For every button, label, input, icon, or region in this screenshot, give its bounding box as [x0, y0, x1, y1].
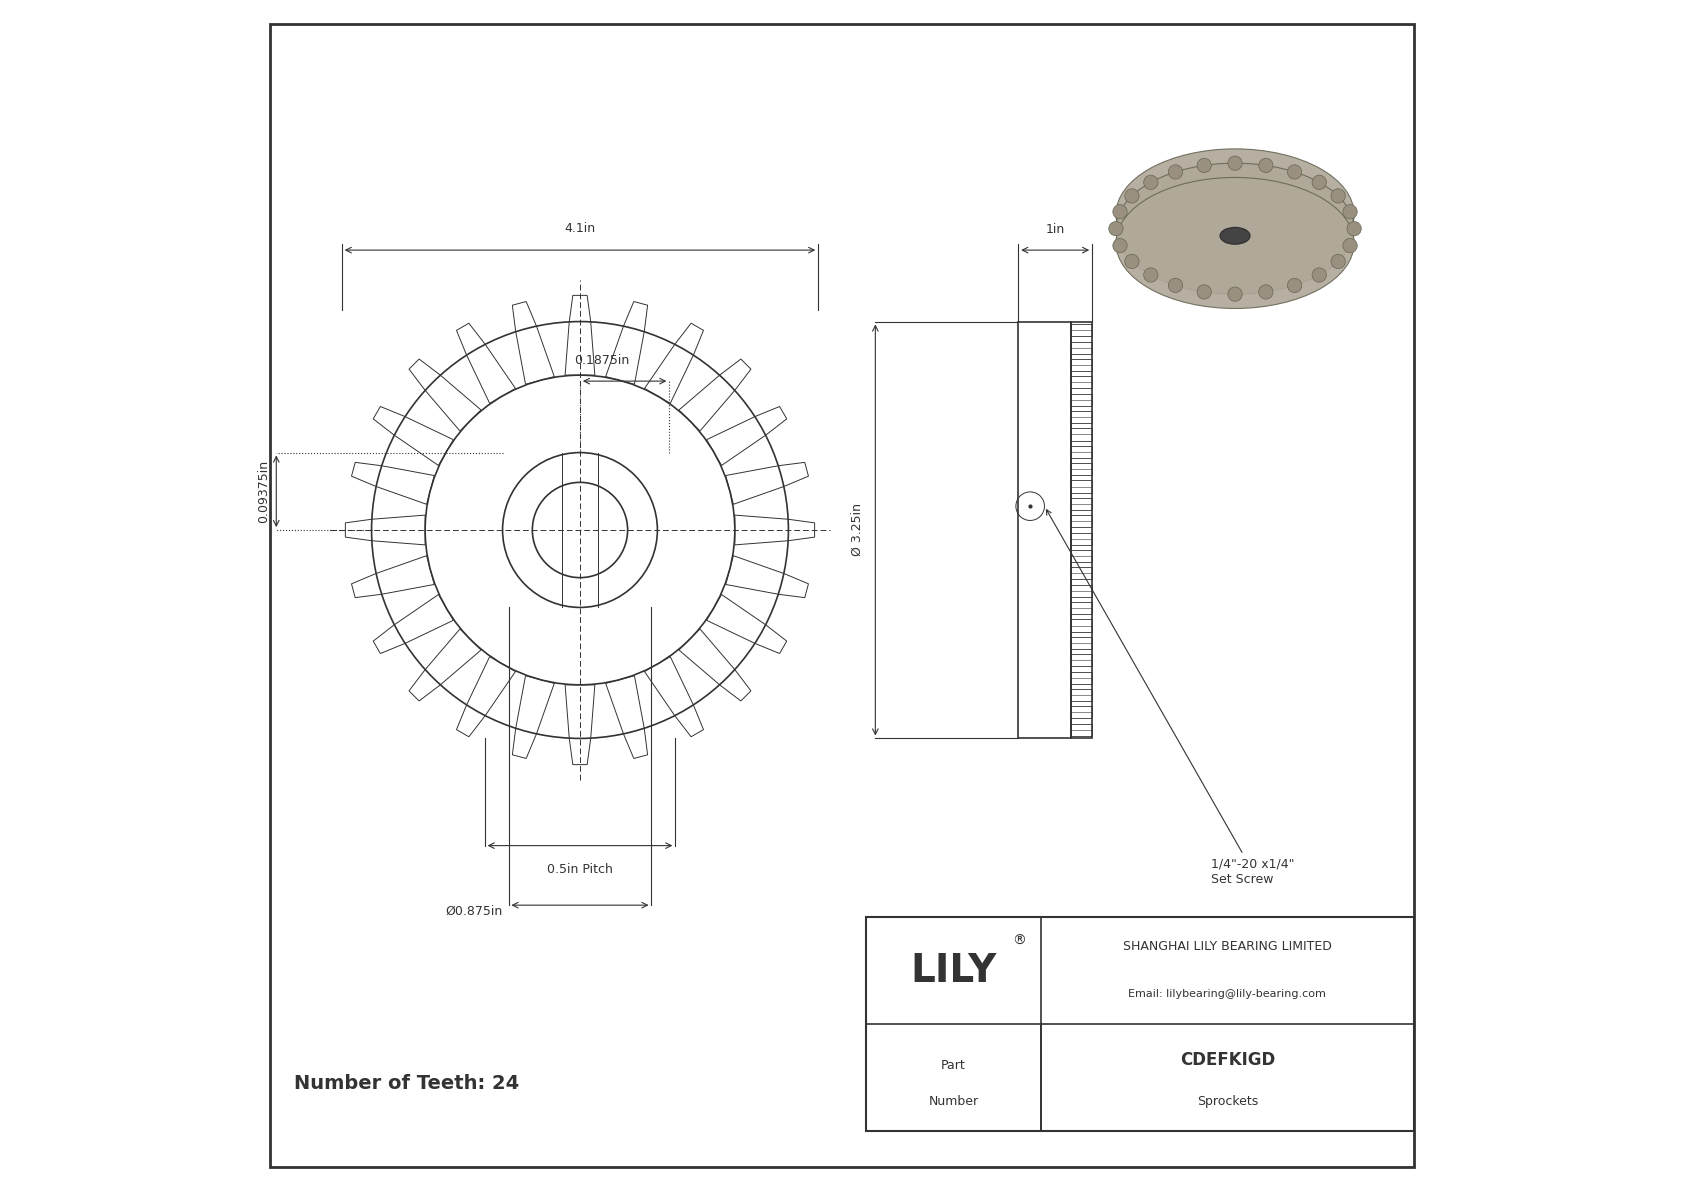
- Text: 4.1in: 4.1in: [564, 222, 596, 235]
- Bar: [1071, 603, 1093, 615]
- Circle shape: [1197, 285, 1211, 299]
- Ellipse shape: [1221, 227, 1250, 244]
- Circle shape: [1113, 238, 1127, 252]
- Bar: [1071, 358, 1093, 372]
- Circle shape: [1288, 279, 1302, 293]
- Circle shape: [1288, 164, 1302, 179]
- Text: 0.5in Pitch: 0.5in Pitch: [547, 863, 613, 877]
- Bar: [1071, 324, 1093, 336]
- Ellipse shape: [1116, 149, 1354, 280]
- Text: CDEFKIGD: CDEFKIGD: [1180, 1050, 1275, 1070]
- Bar: [1071, 672, 1093, 684]
- Circle shape: [1143, 268, 1159, 282]
- Text: 0.1875in: 0.1875in: [574, 354, 630, 367]
- Circle shape: [1342, 205, 1357, 219]
- Bar: [1071, 376, 1093, 388]
- Bar: [1071, 429, 1093, 441]
- Text: 1/4"-20 x1/4"
Set Screw: 1/4"-20 x1/4" Set Screw: [1046, 510, 1295, 886]
- Text: Number of Teeth: 24: Number of Teeth: 24: [295, 1074, 519, 1093]
- Bar: [1071, 463, 1093, 475]
- Circle shape: [1108, 222, 1123, 236]
- Circle shape: [1347, 222, 1361, 236]
- Bar: [1071, 532, 1093, 544]
- Circle shape: [1197, 158, 1211, 173]
- Bar: [1071, 654, 1093, 666]
- Text: Part: Part: [941, 1060, 967, 1072]
- Circle shape: [1258, 158, 1273, 173]
- Bar: [1071, 706, 1093, 718]
- Text: Email: lilybearing@lily-bearing.com: Email: lilybearing@lily-bearing.com: [1128, 990, 1327, 999]
- Bar: [1071, 445, 1093, 457]
- Circle shape: [1228, 156, 1243, 170]
- Text: Ø 3.25in: Ø 3.25in: [850, 504, 864, 556]
- Circle shape: [1113, 205, 1127, 219]
- Circle shape: [1330, 189, 1346, 204]
- Text: 1in: 1in: [1046, 223, 1064, 236]
- Bar: [1071, 322, 1093, 738]
- Bar: [866, 917, 1413, 1131]
- Circle shape: [1143, 175, 1159, 189]
- Bar: [1071, 585, 1093, 597]
- Text: Number: Number: [928, 1096, 978, 1108]
- Bar: [1071, 619, 1093, 631]
- Text: Sprockets: Sprockets: [1197, 1096, 1258, 1108]
- Circle shape: [1312, 268, 1327, 282]
- Circle shape: [1125, 255, 1138, 269]
- Circle shape: [1228, 287, 1243, 301]
- Text: 0.09375in: 0.09375in: [258, 460, 271, 523]
- Bar: [1071, 498, 1093, 510]
- Text: ®: ®: [1012, 934, 1026, 948]
- Circle shape: [1312, 175, 1327, 189]
- Bar: [1071, 550, 1093, 562]
- Ellipse shape: [1116, 177, 1354, 308]
- Text: LILY: LILY: [911, 952, 997, 990]
- Bar: [1071, 567, 1093, 580]
- Bar: [1071, 342, 1093, 354]
- Circle shape: [1342, 238, 1357, 252]
- Circle shape: [1330, 255, 1346, 269]
- Bar: [1071, 724, 1093, 736]
- Circle shape: [1125, 189, 1138, 204]
- Circle shape: [1169, 279, 1182, 293]
- Bar: [1019, 322, 1071, 738]
- Ellipse shape: [1116, 163, 1354, 294]
- Bar: [1071, 688, 1093, 701]
- Text: Ø0.875in: Ø0.875in: [445, 905, 502, 917]
- Bar: [1071, 411, 1093, 423]
- Circle shape: [1258, 285, 1273, 299]
- Bar: [1071, 394, 1093, 406]
- Circle shape: [1169, 164, 1182, 179]
- Text: SHANGHAI LILY BEARING LIMITED: SHANGHAI LILY BEARING LIMITED: [1123, 941, 1332, 953]
- Bar: [1071, 516, 1093, 528]
- Bar: [1071, 480, 1093, 493]
- Bar: [1071, 637, 1093, 649]
